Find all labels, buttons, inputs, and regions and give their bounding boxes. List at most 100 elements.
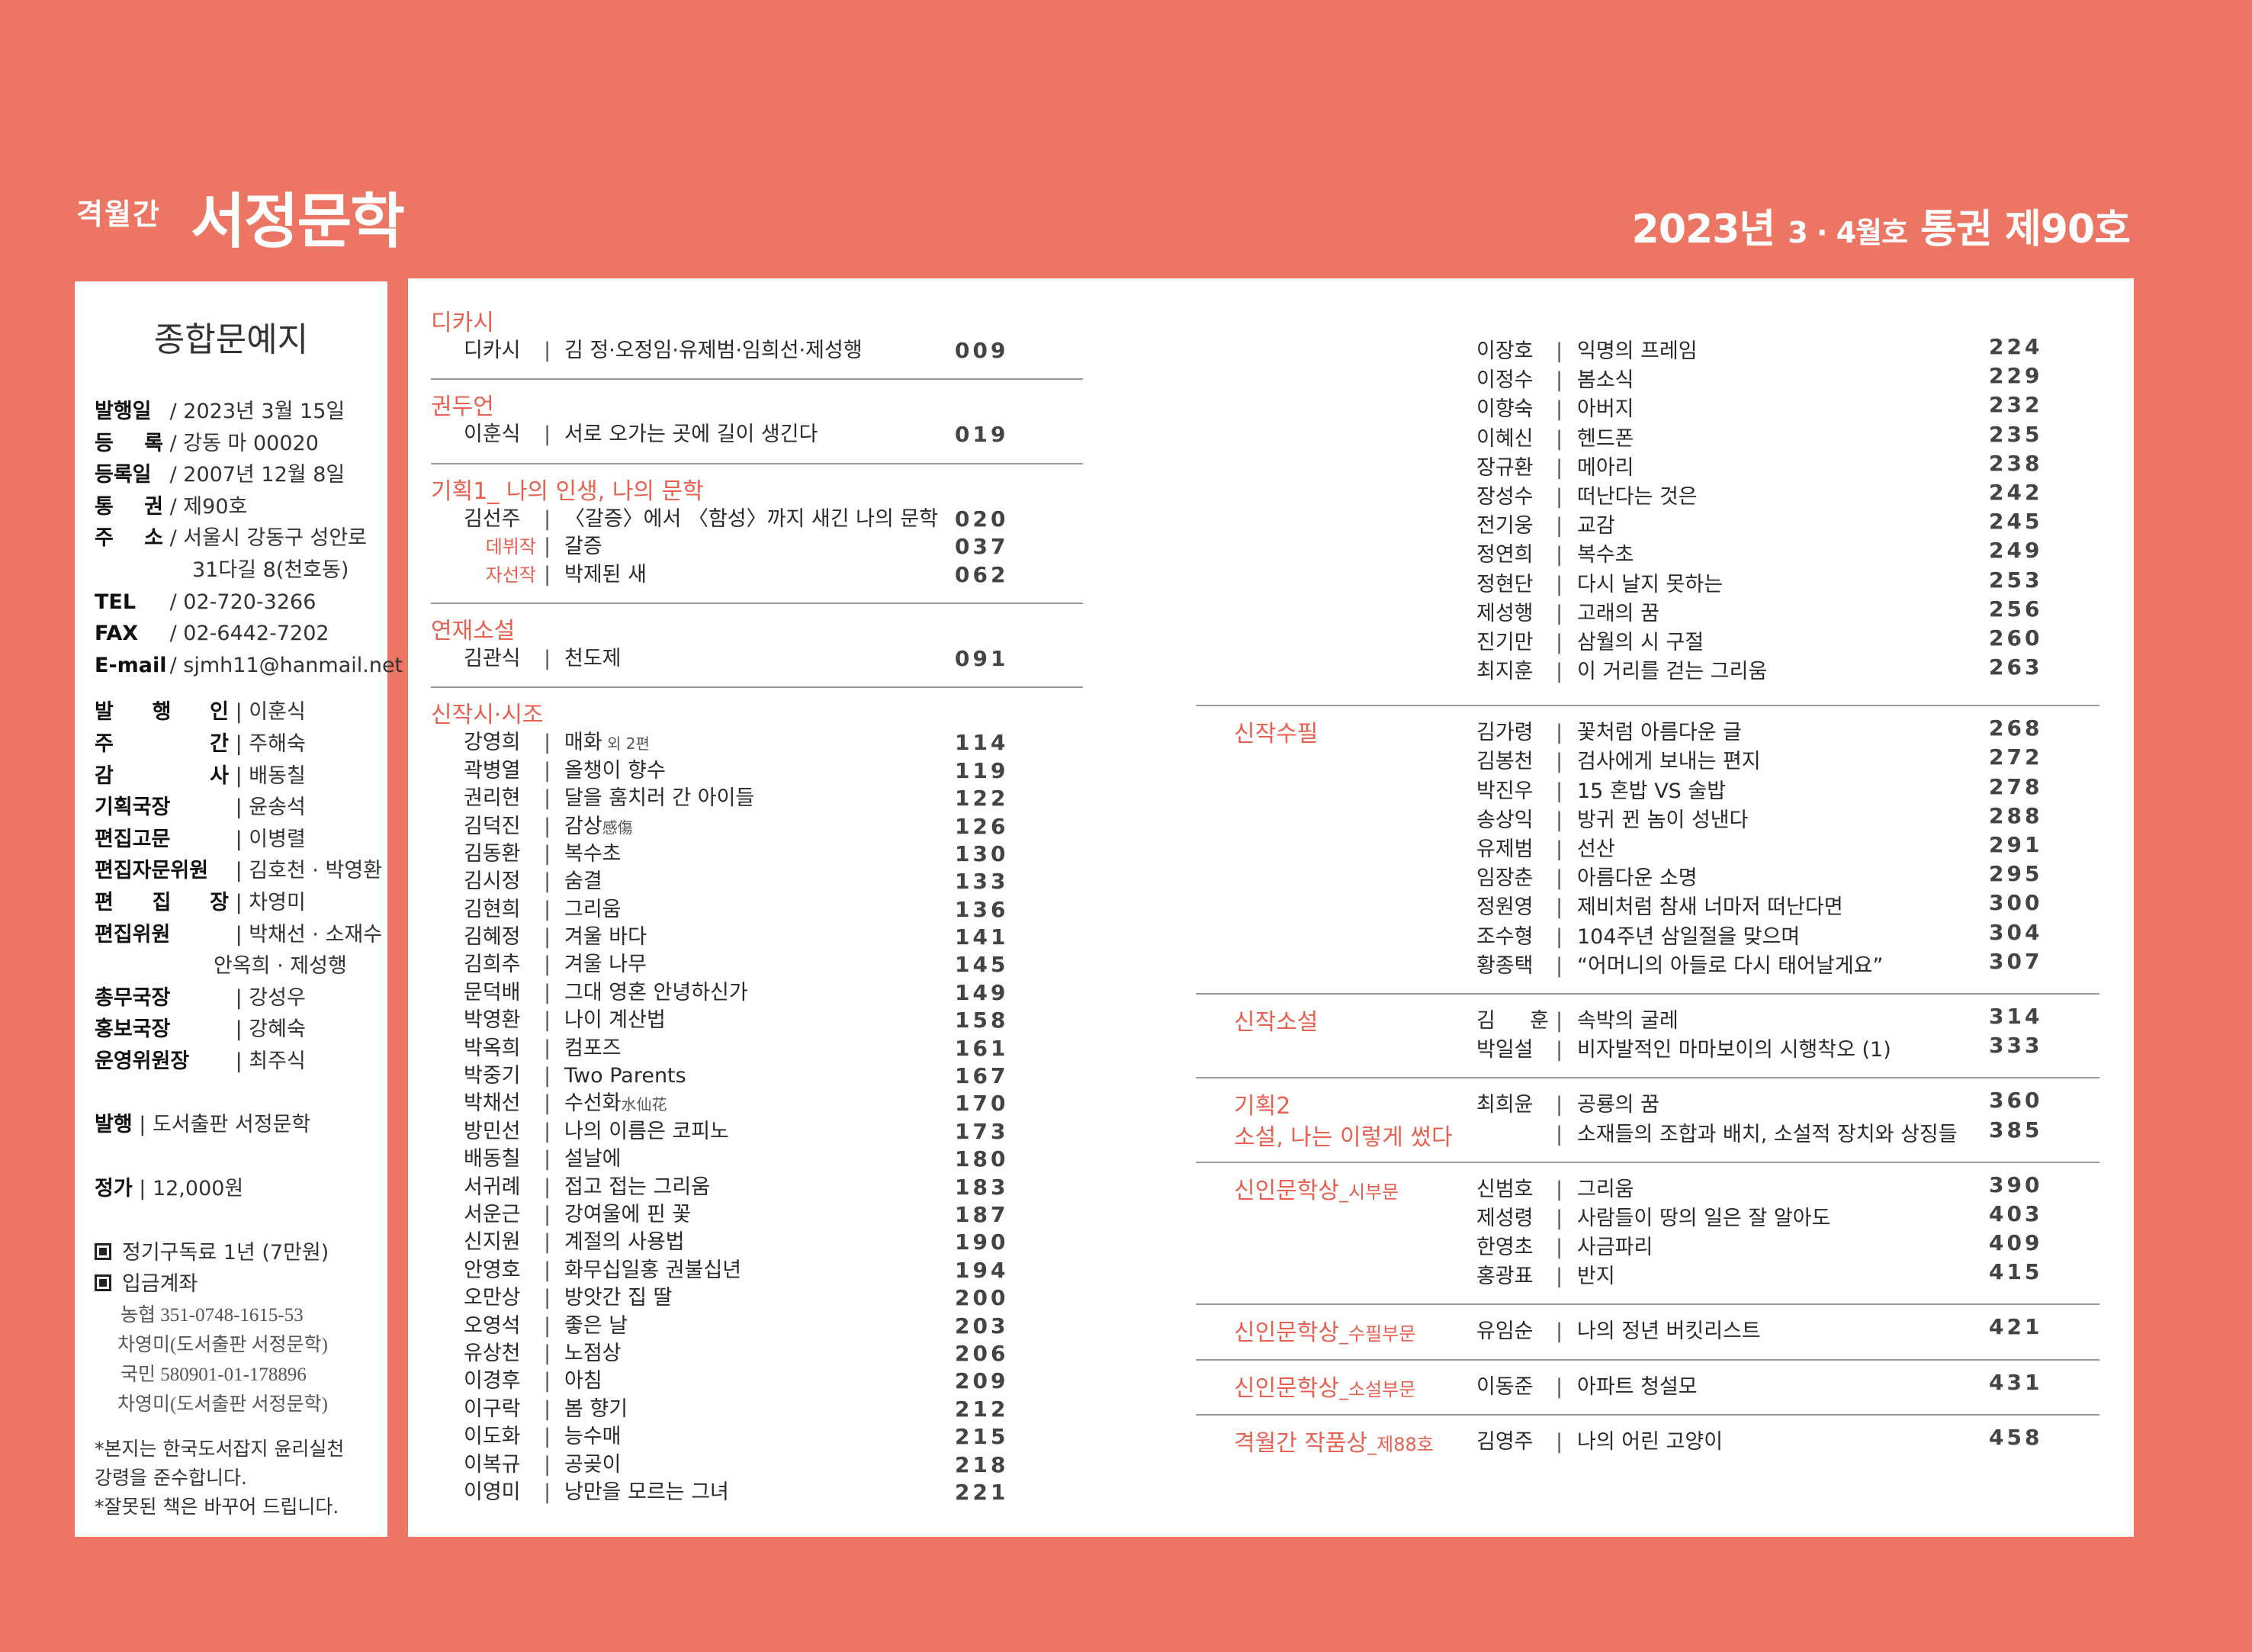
toc-entry: 방민선 | 나의 이름은 코피노 173 [431,1118,1083,1146]
entry-title: Two Parents [564,1062,686,1090]
separator: | [544,1313,551,1338]
entry-title: 15 혼밥 VS 술밥 [1577,777,1726,806]
page-number: 187 [955,1201,1009,1227]
entry-title: 그리움 [564,896,622,924]
toc-entry: 김시정 | 숨결 133 [431,868,1083,895]
staff-role: 편 집 장 [95,890,229,914]
info-label: 통 권 [95,494,163,519]
separator: | [1556,808,1563,832]
author-name: 최희윤 [1476,1093,1534,1117]
entry-title: 감상感傷 [564,813,633,841]
page-number: 224 [1989,334,2043,359]
page-number: 300 [1989,890,2043,916]
separator: | [544,535,551,559]
entry-title: 좋은 날 [564,1313,628,1340]
toc-entry: 이영미 | 낭만을 모르는 그녀 221 [431,1479,1083,1506]
staff-line: 편 집 장 | 차영미 [95,887,384,919]
page-number: 158 [955,1008,1009,1033]
entry-title: 복수초 [1577,541,1634,570]
section-heading: 연재소설 [431,617,516,644]
toc-entry: 김현희 | 그리움 136 [431,896,1083,924]
page-number: 119 [955,757,1009,783]
toc-entry: 이정수 | 봄소식 229 [1196,363,2099,395]
section-label: 신작수필 [1234,721,1319,748]
author-name: 정원영 [1476,895,1534,920]
entry-title-text: 복수초 [1577,543,1634,567]
info-separator: / [169,494,177,519]
separator: | [1556,630,1563,654]
separator: | [544,1064,551,1088]
separator: | [544,758,551,783]
separator: | [544,953,551,977]
toc-entry: 김희추 | 겨울 나무 145 [431,951,1083,979]
toc-entry: 이도화 | 능수매 215 [431,1423,1083,1451]
info-value: 02-720-3266 [183,590,316,614]
entry-title: 익명의 프레임 [1577,337,1698,366]
toc-entry: 안영호 | 화무십일홍 권불십년 194 [431,1257,1083,1284]
entry-title: 천도제 [564,645,622,673]
page-number: 183 [955,1174,1009,1200]
separator: | [544,1452,551,1477]
page-number: 020 [955,506,1009,532]
page-number: 245 [1989,509,2043,535]
entry-title-text: 달을 훔치러 간 아이들 [564,786,755,811]
page-number: 130 [955,840,1009,866]
separator: | [544,841,551,866]
entry-title: 수선화水仙花 [564,1090,667,1118]
toc-entry: 권리현 | 달을 훔치러 간 아이들 122 [431,785,1083,812]
section-heading: 신작시·시조 [431,702,544,729]
page-number: 304 [1989,919,2043,945]
toc-section: 신인문학상_소설부문 이동준 | 아파트 청설모 431 [1196,1361,2099,1416]
staff-line: 편집자문위원 | 김호천 · 박영환 [95,855,384,887]
author-name: 이훈식 [464,423,521,447]
entry-title-text: 아파트 청설모 [1577,1374,1698,1399]
staff-name: 최주식 [249,1049,306,1073]
author-name: 김희추 [464,953,521,977]
staff-name: 강성우 [249,985,306,1010]
info-label: 등 록 [95,431,163,455]
info-value-continued: 31다길 8(천호동) [192,558,349,582]
separator: | [1556,397,1563,422]
subscription-line: 정기구독료 1년 (7만원) [95,1237,384,1269]
entry-title-text: 천도제 [564,646,622,670]
info-value: 02-6442-7202 [183,622,329,646]
entry-title: 노점상 [564,1340,622,1368]
author-name: 제성령 [1476,1206,1534,1230]
page-number: 390 [1989,1172,2043,1197]
separator: | [1556,1236,1563,1260]
toc-entry: 박진우 | 15 혼밥 VS 술밥 278 [1196,774,2099,806]
toc-entry: 디카시 | 김 정·오정임·유제범·임희선·제성행 009 [431,337,1083,365]
separator: | [544,423,551,447]
toc-entry: 최지훈 | 이 거리를 걷는 그리움 263 [1196,654,2099,686]
entry-title-text: 속박의 굴레 [1577,1008,1679,1033]
page-number: 062 [955,561,1009,587]
author-name: 김혜정 [464,925,521,950]
square-bullet-icon [95,1242,111,1260]
entry-title: 매화 외 2편 [564,729,650,757]
page-number: 288 [1989,802,2043,828]
info-label: E-mail [95,653,167,677]
info-separator: / [169,463,177,487]
page-number: 235 [1989,421,2043,447]
separator: | [1556,484,1563,509]
author-name: 김가령 [1476,721,1534,745]
separator: | [1556,866,1563,891]
staff-role: 총무국장 [95,985,171,1010]
separator: | [544,1119,551,1143]
separator: | [1556,953,1563,978]
author-name: 김관식 [464,646,521,670]
section-label: 신작소설 [1234,1008,1319,1036]
staff-role: 운영위원장 [95,1049,190,1073]
separator: | [544,1202,551,1226]
section-heading: 신작수필 [1234,718,1318,750]
author-name: 황종택 [1476,953,1534,978]
entry-title-text: 나의 정년 버킷리스트 [1577,1319,1761,1344]
issue-months: 3 · 4월호 [1788,216,1908,249]
author-name: 조수형 [1476,924,1534,949]
entry-title-text: 그리움 [564,897,622,921]
toc-entry: 오영석 | 좋은 날 203 [431,1313,1083,1340]
toc-entry: 김 훈 | 속박의 굴레 314 [1196,1004,2099,1036]
section-label: 신인문학상 [1234,1374,1339,1402]
toc-entry: 김혜정 | 겨울 바다 141 [431,924,1083,951]
entry-title-text: 나의 이름은 코피노 [564,1119,729,1143]
